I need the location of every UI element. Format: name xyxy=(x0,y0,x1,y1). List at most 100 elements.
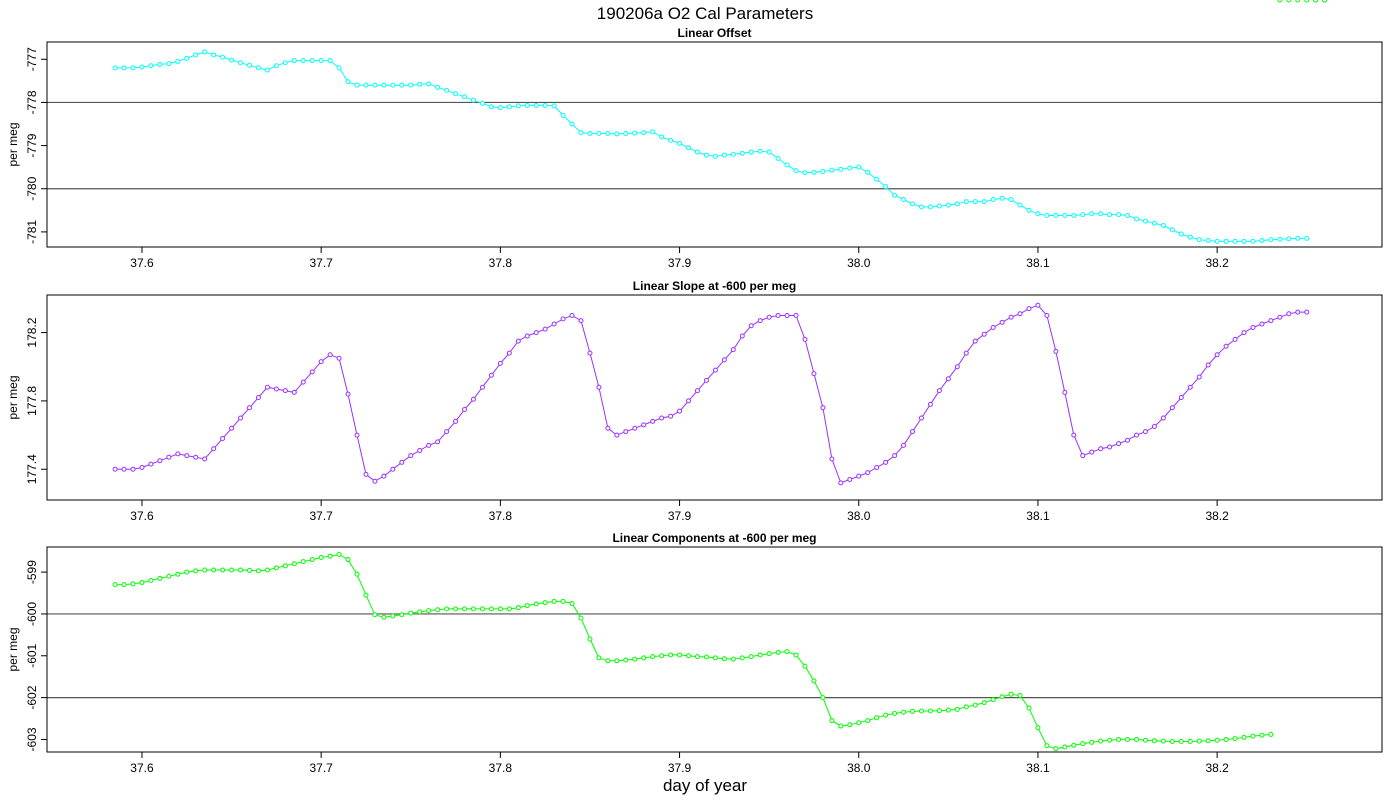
data-point xyxy=(515,605,521,611)
data-point xyxy=(1214,737,1220,743)
data-point xyxy=(372,82,378,88)
data-point xyxy=(748,654,754,660)
data-point xyxy=(721,357,727,363)
data-point xyxy=(1062,389,1068,395)
data-point xyxy=(1008,197,1014,203)
data-point xyxy=(587,350,593,356)
data-point xyxy=(1187,384,1193,390)
data-point xyxy=(892,711,898,717)
data-point xyxy=(542,326,548,332)
data-point xyxy=(1098,211,1104,217)
data-point xyxy=(596,655,602,661)
plot-frame xyxy=(46,294,1383,501)
data-point xyxy=(354,432,360,438)
data-point xyxy=(488,372,494,378)
data-point xyxy=(238,567,244,573)
data-point xyxy=(1286,0,1292,3)
data-point xyxy=(524,333,530,339)
data-point xyxy=(229,57,235,63)
data-point xyxy=(668,413,674,419)
data-point xyxy=(730,347,736,353)
data-point xyxy=(703,654,709,660)
data-point xyxy=(972,338,978,344)
y-tick-label: 178.2 xyxy=(25,317,39,347)
data-point xyxy=(936,388,942,394)
data-point xyxy=(918,204,924,210)
data-point xyxy=(1089,211,1095,217)
data-point xyxy=(1107,444,1113,450)
data-point xyxy=(1232,238,1238,244)
data-point xyxy=(417,609,423,615)
data-point xyxy=(1250,238,1256,244)
data-point xyxy=(703,377,709,383)
data-point xyxy=(793,168,799,174)
data-point xyxy=(1134,216,1140,222)
data-point xyxy=(892,192,898,198)
y-tick-label: -779 xyxy=(25,133,39,157)
data-point xyxy=(1160,222,1166,228)
data-point xyxy=(220,54,226,60)
data-point xyxy=(1277,0,1283,3)
data-point xyxy=(990,324,996,330)
data-point xyxy=(211,446,217,452)
data-point xyxy=(1044,313,1050,318)
data-point xyxy=(1035,211,1041,217)
data-point xyxy=(462,94,468,100)
data-point xyxy=(910,708,916,714)
data-point xyxy=(632,130,638,136)
data-point xyxy=(847,722,853,728)
y-axis-label: per meg xyxy=(6,375,20,419)
x-tick-label: 37.9 xyxy=(668,256,692,270)
data-point xyxy=(1304,235,1310,241)
data-point xyxy=(802,663,808,669)
data-point xyxy=(1259,732,1265,738)
data-point xyxy=(470,97,476,103)
data-point xyxy=(1151,424,1157,430)
data-point xyxy=(677,140,683,146)
data-point xyxy=(650,418,656,424)
data-point xyxy=(569,600,575,606)
data-point xyxy=(354,571,360,577)
data-point xyxy=(757,652,763,658)
data-point xyxy=(650,129,656,135)
data-point xyxy=(336,355,342,361)
data-point xyxy=(1196,738,1202,744)
y-tick-label: -780 xyxy=(25,176,39,200)
panel-1: Linear Offset 37.6 37.7 37.8 37.9 38.0 38.1 38.… xyxy=(6,0,1383,270)
panel-title: Linear Components at -600 per meg xyxy=(612,531,816,545)
figure-title: 190206a O2 Cal Parameters xyxy=(597,4,813,23)
data-point xyxy=(981,199,987,205)
data-point xyxy=(1286,236,1292,242)
data-point xyxy=(327,58,333,64)
data-point xyxy=(435,439,441,445)
data-point xyxy=(202,567,208,573)
data-point xyxy=(426,608,432,614)
data-point xyxy=(238,60,244,66)
y-tick-label: -601 xyxy=(25,643,39,667)
data-point xyxy=(175,451,181,457)
data-point xyxy=(139,64,145,70)
data-point xyxy=(1277,236,1283,242)
data-point xyxy=(1295,309,1301,315)
data-point xyxy=(238,415,244,421)
x-tick-label: 38.0 xyxy=(847,256,871,270)
data-point xyxy=(444,87,450,93)
data-point xyxy=(1241,330,1247,336)
data-point xyxy=(479,100,485,106)
data-point xyxy=(614,658,620,664)
data-point xyxy=(838,166,844,172)
data-point xyxy=(668,137,674,143)
data-point xyxy=(605,130,611,136)
data-point xyxy=(255,65,261,71)
data-point xyxy=(1053,348,1059,354)
data-point xyxy=(1071,742,1077,748)
data-point xyxy=(291,561,297,567)
data-point xyxy=(569,313,575,318)
data-point xyxy=(462,406,468,412)
panel-title: Linear Slope at -600 per meg xyxy=(633,279,796,293)
data-point xyxy=(336,552,342,558)
data-point xyxy=(560,112,566,118)
data-point xyxy=(1160,415,1166,421)
data-point xyxy=(918,415,924,421)
